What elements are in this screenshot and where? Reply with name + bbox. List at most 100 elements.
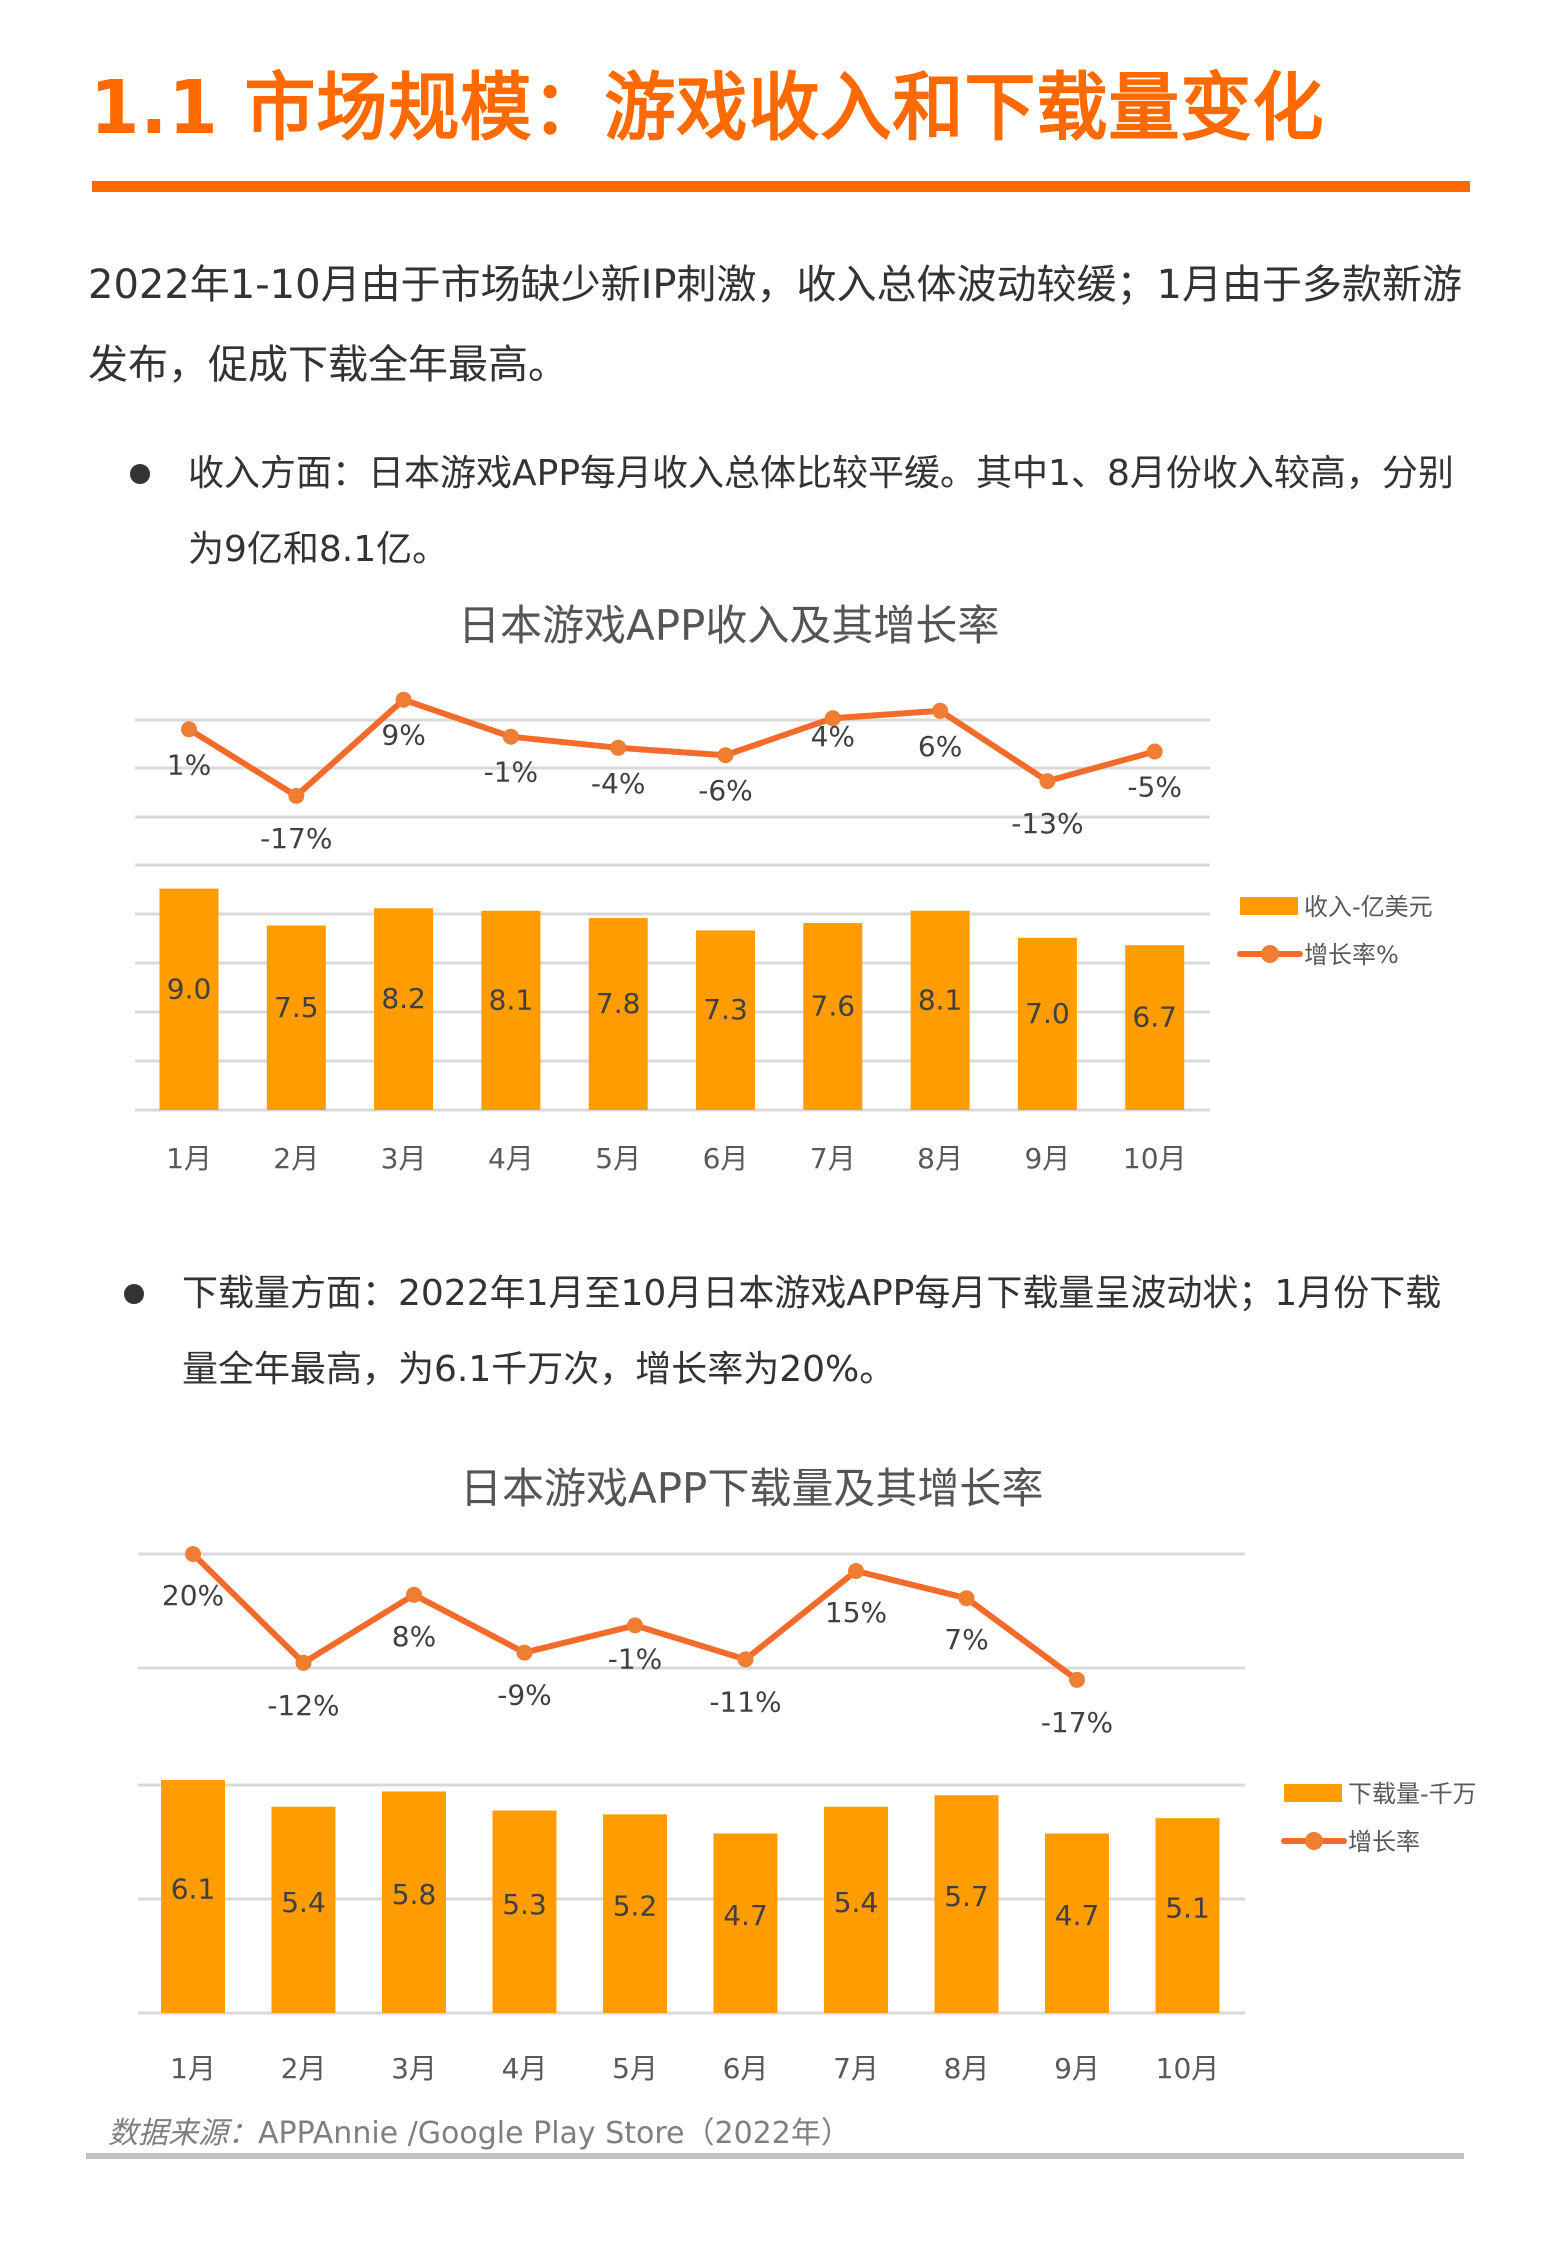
x-axis-label: 1月 (170, 2052, 216, 2085)
x-axis-label: 9月 (1054, 2052, 1100, 2085)
bar (161, 1779, 225, 2013)
x-axis-label: 2月 (281, 2052, 327, 2085)
x-axis-label: 6月 (723, 2052, 769, 2085)
growth-value-label: -9% (497, 1679, 552, 1712)
source-text: APPAnnie /Google Play Store（2022年） (258, 2116, 851, 2151)
legend-line-label: 增长率 (1348, 1828, 1420, 1856)
bar (934, 1795, 999, 2013)
legend-bar-label: 收入-亿美元 (1304, 893, 1433, 921)
growth-marker (288, 787, 305, 804)
data-source: 数据来源：APPAnnie /Google Play Store（2022年） (108, 2108, 851, 2152)
growth-marker (848, 1563, 864, 1579)
growth-marker (406, 1586, 422, 1603)
growth-value-label: -17% (1041, 1706, 1113, 1739)
x-axis-label: 9月 (1024, 1142, 1070, 1175)
x-axis-label: 3月 (381, 1142, 427, 1175)
legend-marker-icon (1305, 1832, 1323, 1850)
bar (1155, 1818, 1220, 2013)
x-axis-label: 8月 (917, 1142, 963, 1175)
growth-value-label: -12% (267, 1689, 339, 1722)
bar (374, 908, 434, 1110)
growth-value-label: 7% (944, 1623, 988, 1656)
bar-value-label: 6.1 (171, 1872, 216, 1905)
bar (910, 910, 970, 1110)
x-axis-label: 10月 (1156, 2052, 1220, 2085)
growth-value-label: -17% (260, 822, 332, 855)
bar-value-label: 5.1 (1165, 1892, 1210, 1925)
growth-marker (958, 1590, 975, 1607)
growth-line (187, 696, 1156, 799)
growth-value-label: 6% (918, 730, 962, 763)
bar-value-label: 5.4 (281, 1886, 326, 1919)
bar (481, 910, 541, 1110)
growth-value-label: 4% (811, 720, 855, 753)
growth-marker (502, 728, 519, 745)
bar-value-label: 5.8 (392, 1878, 437, 1911)
x-axis-label: 7月 (833, 2052, 879, 2085)
bar-value-label: 7.3 (703, 993, 748, 1026)
growth-marker (516, 1644, 533, 1661)
x-axis-label: 4月 (488, 1142, 534, 1175)
bar-value-label: 7.5 (274, 991, 319, 1024)
bar-value-label: 4.7 (1055, 1899, 1100, 1932)
bar-value-label: 9.0 (167, 972, 212, 1005)
x-axis-label: 1月 (166, 1142, 212, 1175)
source-label: 数据来源： (108, 2116, 258, 2151)
bar (588, 918, 648, 1110)
growth-marker (1146, 743, 1163, 760)
growth-value-label: 8% (392, 1620, 436, 1653)
legend-bar-swatch (1240, 897, 1298, 915)
x-axis-label: 3月 (391, 2052, 437, 2085)
x-axis-label: 5月 (612, 2052, 658, 2085)
x-axis-label: 2月 (273, 1142, 319, 1175)
growth-marker (627, 1617, 643, 1634)
bar-value-label: 8.1 (918, 983, 963, 1016)
growth-value-label: 9% (381, 719, 425, 752)
footer-rule (86, 2153, 1464, 2159)
growth-marker (717, 747, 734, 764)
bar (696, 930, 755, 1110)
title-underline (92, 181, 1470, 192)
growth-marker (824, 710, 841, 727)
legend-bar-label: 下载量-千万 (1348, 1780, 1477, 1808)
bullet-dot-icon (130, 464, 150, 484)
bar-value-label: 7.0 (1025, 997, 1070, 1030)
downloads-chart: 6.1 1月 5.4 2月 5.8 3月 5.3 4月 5.2 5月 4.7 6月 5.4 7月 5.7 8月… (138, 1546, 1477, 2085)
growth-marker (932, 702, 949, 719)
bar-value-label: 7.8 (596, 987, 641, 1020)
growth-value-label: 20% (162, 1579, 224, 1612)
growth-value-label: -4% (591, 767, 646, 800)
bar (492, 1810, 557, 2013)
growth-value-label: -1% (608, 1642, 663, 1675)
bar-value-label: 6.7 (1132, 1001, 1177, 1034)
bar-value-label: 7.6 (811, 990, 856, 1023)
bar (382, 1791, 446, 2013)
bar (271, 1806, 336, 2013)
bar-value-label: 5.3 (502, 1888, 547, 1921)
growth-marker (737, 1651, 754, 1668)
downloads-chart-title: 日本游戏APP下载量及其增长率 (460, 1464, 1044, 1513)
growth-marker (395, 691, 412, 708)
growth-value-label: 15% (825, 1596, 887, 1629)
growth-marker (295, 1654, 312, 1671)
growth-marker (610, 739, 627, 756)
bar (1125, 945, 1185, 1110)
legend-line-label: 增长率% (1304, 941, 1399, 969)
x-axis-label: 5月 (595, 1142, 641, 1175)
x-axis-label: 7月 (810, 1142, 856, 1175)
bullet-dot-icon (124, 1284, 144, 1304)
growth-value-label: 1% (167, 748, 211, 781)
growth-value-label: -1% (484, 756, 539, 789)
x-axis-label: 8月 (944, 2052, 990, 2085)
bar (824, 1806, 888, 2013)
x-axis-label: 4月 (502, 2052, 548, 2085)
x-axis-label: 6月 (703, 1142, 749, 1175)
bar (1017, 937, 1077, 1110)
revenue-chart-title: 日本游戏APP收入及其增长率 (458, 601, 1000, 650)
page-title: 1.1 市场规模：游戏收入和下载量变化 (90, 65, 1325, 151)
bar (159, 888, 219, 1110)
growth-value-label: -5% (1127, 771, 1182, 804)
bar-value-label: 8.1 (489, 983, 534, 1016)
bar (266, 925, 326, 1110)
growth-marker (1069, 1671, 1085, 1688)
